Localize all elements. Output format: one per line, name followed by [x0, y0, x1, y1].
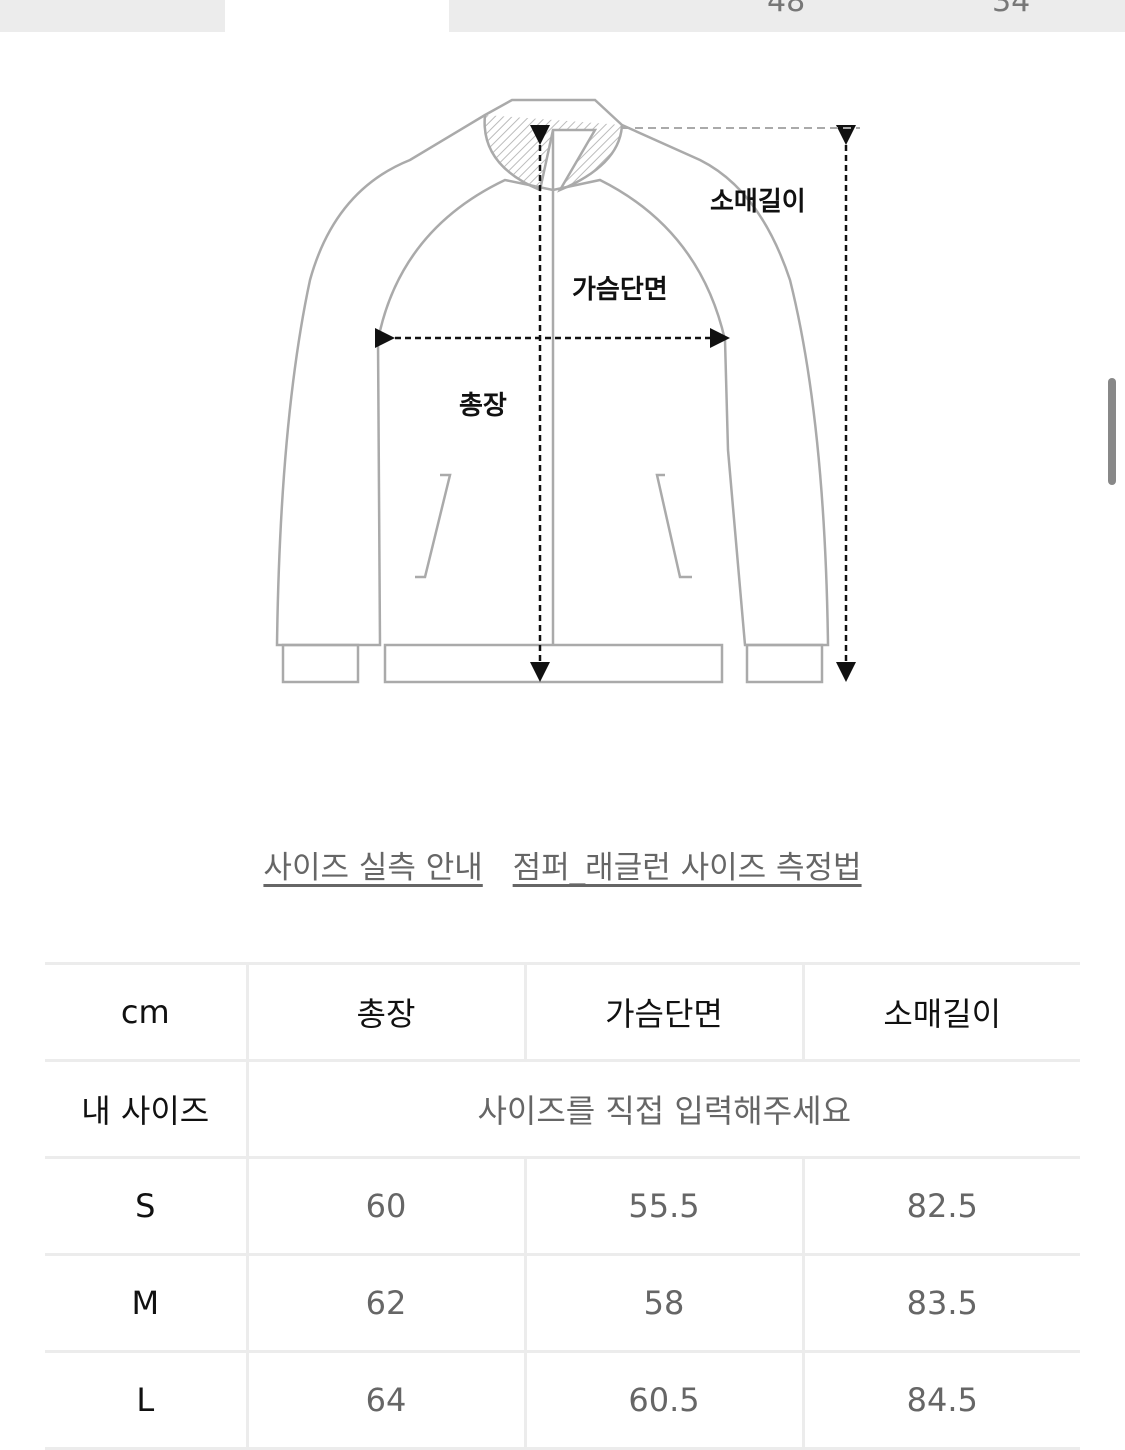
prev-table-row-end: 48 34	[449, 0, 1125, 32]
size-label: M	[45, 1253, 249, 1353]
table-row: L 64 60.5 84.5	[45, 1350, 1080, 1450]
size-table: cm 총장 가슴단면 소매길이 내 사이즈 사이즈를 직접 입력해주세요 S 6…	[45, 962, 1080, 1450]
jacket-diagram: 소매길이 가슴단면 총장	[275, 98, 860, 684]
my-size-row: 내 사이즈 사이즈를 직접 입력해주세요	[45, 1059, 1080, 1159]
cell: 60	[245, 1156, 527, 1256]
my-size-label: 내 사이즈	[45, 1059, 249, 1159]
scrollbar[interactable]	[1108, 378, 1116, 485]
guide-links: 사이즈 실측 안내 점퍼_래글런 사이즈 측정법	[0, 842, 1125, 887]
cell: 62	[245, 1253, 527, 1353]
prev-value: 34	[992, 0, 1031, 19]
cell: 60.5	[523, 1350, 805, 1450]
label-length: 총장	[459, 391, 507, 421]
table-row: M 62 58 83.5	[45, 1253, 1080, 1353]
header-cell: 가슴단면	[523, 962, 805, 1062]
cell: 55.5	[523, 1156, 805, 1256]
header-cell: cm	[45, 962, 249, 1062]
cell: 82.5	[801, 1156, 1080, 1256]
size-label: L	[45, 1350, 249, 1450]
header-cell: 총장	[245, 962, 527, 1062]
label-sleeve: 소매길이	[710, 187, 806, 217]
table-row: S 60 55.5 82.5	[45, 1156, 1080, 1256]
prev-value: 48	[767, 0, 806, 19]
cell: 58	[523, 1253, 805, 1353]
header-cell: 소매길이	[801, 962, 1080, 1062]
measure-method-link[interactable]: 점퍼_래글런 사이즈 측정법	[512, 850, 862, 886]
my-size-input[interactable]: 사이즈를 직접 입력해주세요	[245, 1059, 1080, 1159]
size-label: S	[45, 1156, 249, 1256]
table-header-row: cm 총장 가슴단면 소매길이	[45, 962, 1080, 1062]
cell: 64	[245, 1350, 527, 1450]
label-chest: 가슴단면	[572, 275, 668, 305]
size-guide-link[interactable]: 사이즈 실측 안내	[263, 850, 483, 886]
cell: 84.5	[801, 1350, 1080, 1450]
cell: 83.5	[801, 1253, 1080, 1353]
prev-table-cell	[0, 0, 225, 32]
